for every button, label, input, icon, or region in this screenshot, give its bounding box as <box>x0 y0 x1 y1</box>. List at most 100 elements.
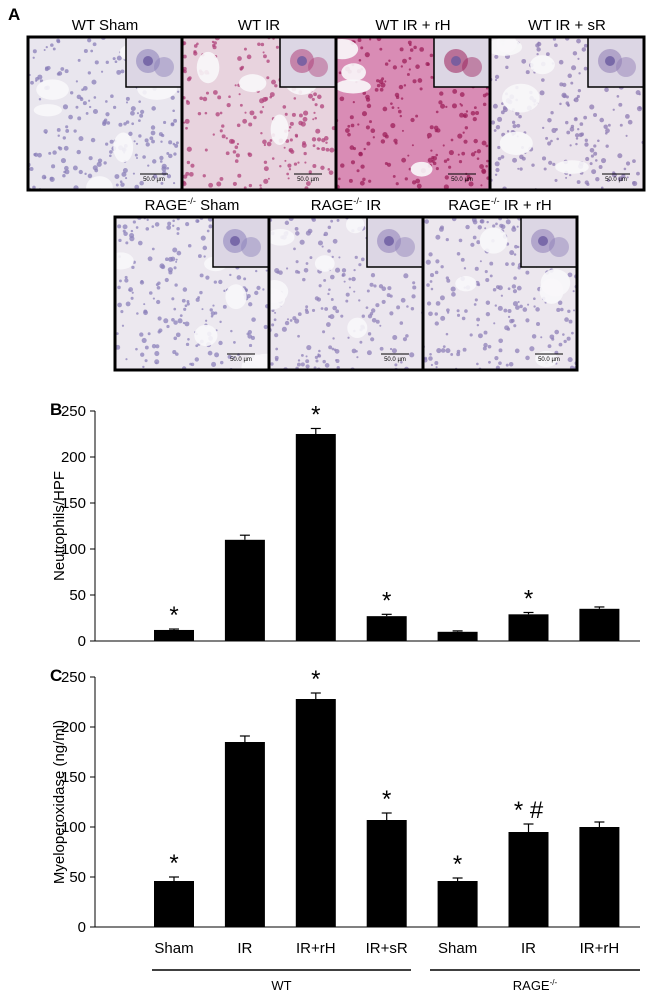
micrograph: 50.0 µm <box>113 215 271 372</box>
nucleus <box>443 159 448 163</box>
nucleus <box>238 93 241 96</box>
nucleus <box>236 275 242 280</box>
nucleus <box>82 85 88 91</box>
nucleus <box>440 265 444 269</box>
nucleus <box>400 65 403 68</box>
nucleus <box>94 60 99 65</box>
nucleus <box>407 154 410 157</box>
nucleus <box>567 73 572 79</box>
panel-label: B <box>50 400 62 419</box>
nucleus <box>187 243 192 248</box>
error-bar <box>594 606 605 609</box>
nucleus <box>388 59 391 62</box>
nucleus <box>164 257 169 262</box>
nucleus <box>202 174 206 178</box>
nucleus <box>386 162 392 167</box>
nucleus <box>222 304 227 309</box>
nucleus <box>110 94 114 98</box>
nucleus <box>559 102 562 106</box>
nucleus <box>328 288 331 291</box>
nucleus <box>511 284 517 289</box>
nucleus <box>573 99 576 102</box>
nucleus <box>409 48 414 52</box>
nucleus <box>160 264 166 270</box>
nucleus <box>87 38 92 43</box>
nucleus <box>483 342 488 348</box>
alveolus <box>555 160 589 174</box>
nucleus <box>376 83 381 88</box>
nucleus <box>457 133 463 139</box>
nucleus <box>259 110 263 114</box>
nucleus <box>488 360 491 364</box>
nucleus <box>288 125 292 129</box>
label-part: IR <box>362 197 381 214</box>
nucleus <box>623 167 627 171</box>
inset-nucleus <box>384 236 394 246</box>
nucleus <box>183 307 187 311</box>
nucleus <box>161 170 167 176</box>
nucleus <box>173 307 177 311</box>
nucleus <box>283 146 286 149</box>
bar <box>579 827 620 927</box>
nucleus <box>308 93 313 99</box>
nucleus <box>375 319 380 324</box>
nucleus <box>505 363 509 367</box>
inset-nucleus <box>143 56 153 66</box>
inset-cell <box>154 57 174 77</box>
nucleus <box>485 278 490 283</box>
nucleus <box>168 140 173 145</box>
nucleus <box>299 113 303 118</box>
nucleus <box>492 287 497 292</box>
nucleus <box>324 307 329 311</box>
alveolus <box>347 317 368 339</box>
nucleus <box>288 168 292 171</box>
nucleus <box>123 122 127 126</box>
significance: * <box>524 585 533 612</box>
group-label: WT <box>271 978 291 993</box>
nucleus <box>495 285 500 290</box>
nucleus <box>354 255 358 259</box>
nucleus <box>114 174 120 179</box>
nucleus <box>400 97 404 100</box>
nucleus <box>347 124 351 128</box>
nucleus <box>217 95 222 100</box>
nucleus <box>320 165 325 170</box>
nucleus <box>300 353 304 357</box>
nucleus <box>497 156 502 161</box>
label-part: Sham <box>196 197 239 214</box>
nucleus <box>105 112 110 117</box>
alveolus <box>269 229 295 246</box>
nucleus <box>382 106 388 112</box>
nucleus <box>419 47 425 52</box>
nucleus <box>605 128 610 134</box>
nucleus <box>291 112 296 117</box>
nucleus <box>91 79 97 85</box>
nucleus <box>140 352 145 357</box>
nucleus <box>464 126 469 130</box>
nucleus <box>352 147 357 151</box>
scale-label: 50.0 µm <box>297 177 319 183</box>
nucleus <box>218 340 223 346</box>
nucleus <box>384 80 387 83</box>
nucleus <box>461 316 466 321</box>
nucleus <box>248 122 253 127</box>
nucleus <box>547 117 552 123</box>
nucleus <box>369 38 372 41</box>
nucleus <box>219 111 223 115</box>
nucleus <box>311 308 316 312</box>
nucleus <box>52 47 56 51</box>
nucleus <box>37 74 43 80</box>
nucleus <box>589 104 595 110</box>
nucleus <box>172 142 176 146</box>
nucleus <box>288 147 294 153</box>
image-label: RAGE-/- IR <box>311 196 382 214</box>
y-tick-label: 250 <box>61 669 86 686</box>
nucleus <box>474 150 477 154</box>
nucleus <box>248 183 253 188</box>
nucleus <box>140 280 144 283</box>
nucleus <box>575 97 579 100</box>
nucleus <box>136 312 139 315</box>
nucleus <box>600 157 607 164</box>
label-part: IR + rH <box>500 197 552 214</box>
nucleus <box>473 303 477 306</box>
